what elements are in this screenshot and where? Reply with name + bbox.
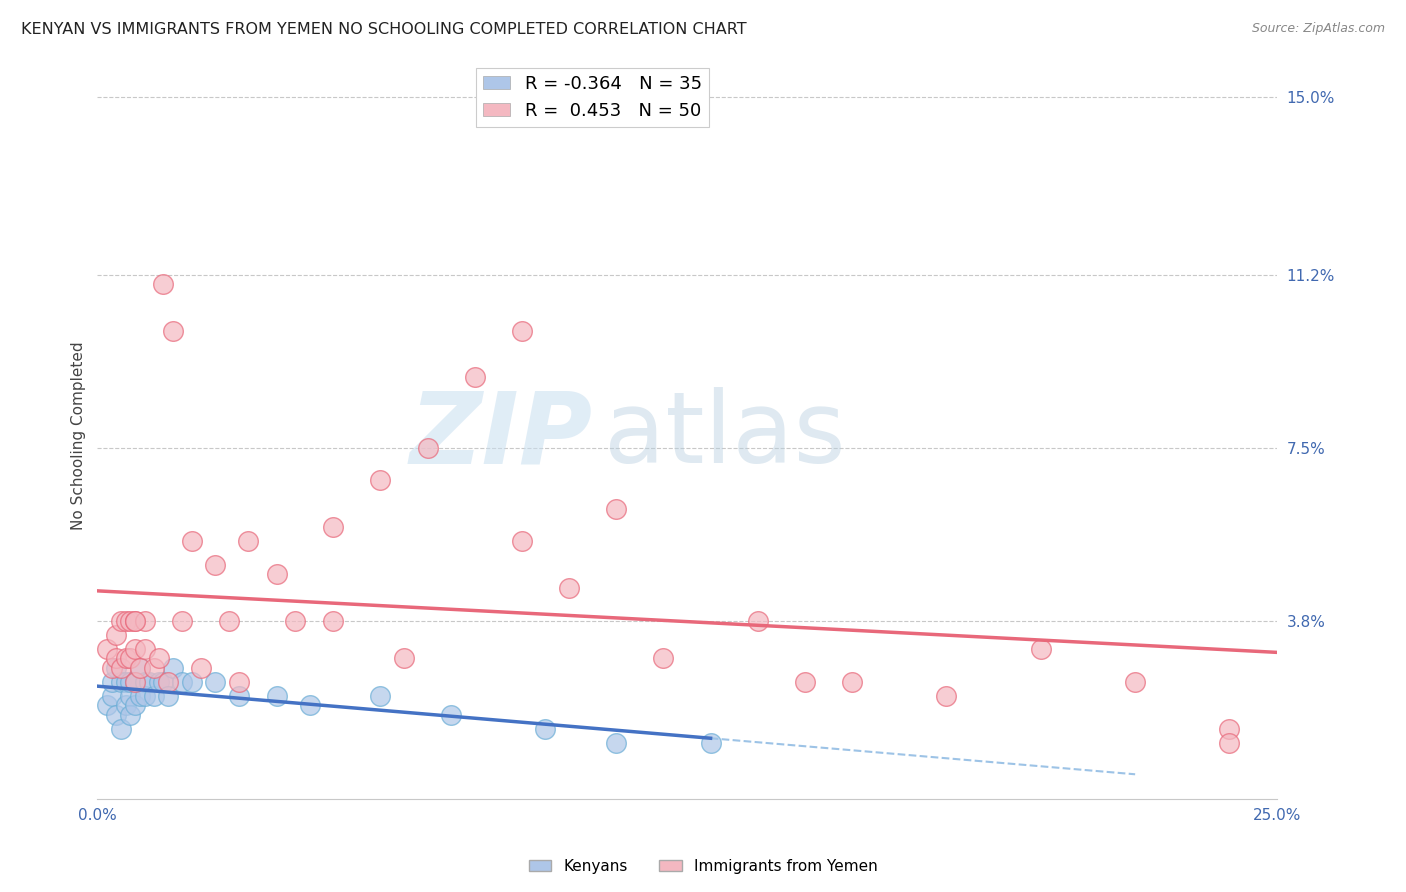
Point [124,674,146,689]
Point [284,614,307,628]
Point [114,674,136,689]
Point [124,698,146,713]
Point [105,651,128,665]
Point [322,520,344,534]
Point [605,735,627,749]
Point [1123,674,1146,689]
Point [105,661,128,675]
Point [370,474,392,488]
Point [110,661,132,675]
Point [157,689,180,703]
Text: KENYAN VS IMMIGRANTS FROM YEMEN NO SCHOOLING COMPLETED CORRELATION CHART: KENYAN VS IMMIGRANTS FROM YEMEN NO SCHOO… [21,22,747,37]
Point [100,674,122,689]
Point [110,722,132,736]
Point [218,614,240,628]
Point [534,722,557,736]
Point [96,642,118,657]
Point [120,707,142,722]
Point [238,534,260,549]
Y-axis label: No Schooling Completed: No Schooling Completed [72,342,86,531]
Point [1218,722,1240,736]
Point [204,674,226,689]
Point [120,674,142,689]
Point [322,614,344,628]
Point [124,674,146,689]
Text: ZIP: ZIP [409,387,593,484]
Point [652,651,675,665]
Point [143,661,166,675]
Point [228,689,250,703]
Point [120,651,142,665]
Point [204,558,226,572]
Point [605,501,627,516]
Point [110,674,132,689]
Point [298,698,321,713]
Point [416,441,439,455]
Point [148,674,170,689]
Point [100,689,122,703]
Point [172,614,194,628]
Point [1218,735,1240,749]
Point [747,614,769,628]
Point [128,689,150,703]
Point [138,674,160,689]
Point [228,674,250,689]
Point [558,581,581,595]
Point [699,735,721,749]
Point [128,661,150,675]
Legend: Kenyans, Immigrants from Yemen: Kenyans, Immigrants from Yemen [523,853,883,880]
Point [134,614,156,628]
Text: Source: ZipAtlas.com: Source: ZipAtlas.com [1251,22,1385,36]
Point [134,689,156,703]
Point [162,324,184,338]
Point [935,689,957,703]
Point [1029,642,1052,657]
Point [134,674,156,689]
Point [143,689,166,703]
Point [128,661,150,675]
Point [510,324,533,338]
Point [105,628,128,642]
Point [114,698,136,713]
Point [124,614,146,628]
Point [105,707,128,722]
Point [152,674,174,689]
Point [124,614,146,628]
Point [180,534,202,549]
Point [96,698,118,713]
Point [148,651,170,665]
Point [157,674,180,689]
Point [100,661,122,675]
Point [266,567,288,582]
Point [114,614,136,628]
Point [266,689,288,703]
Point [794,674,817,689]
Point [841,674,863,689]
Point [120,614,142,628]
Point [134,642,156,657]
Point [464,370,486,384]
Point [152,277,174,291]
Legend: R = -0.364   N = 35, R =  0.453   N = 50: R = -0.364 N = 35, R = 0.453 N = 50 [477,68,709,128]
Point [172,674,194,689]
Point [510,534,533,549]
Point [370,689,392,703]
Point [440,707,463,722]
Point [190,661,212,675]
Point [114,651,136,665]
Point [110,614,132,628]
Point [392,651,415,665]
Point [180,674,202,689]
Text: atlas: atlas [605,387,846,484]
Point [120,689,142,703]
Point [162,661,184,675]
Point [124,642,146,657]
